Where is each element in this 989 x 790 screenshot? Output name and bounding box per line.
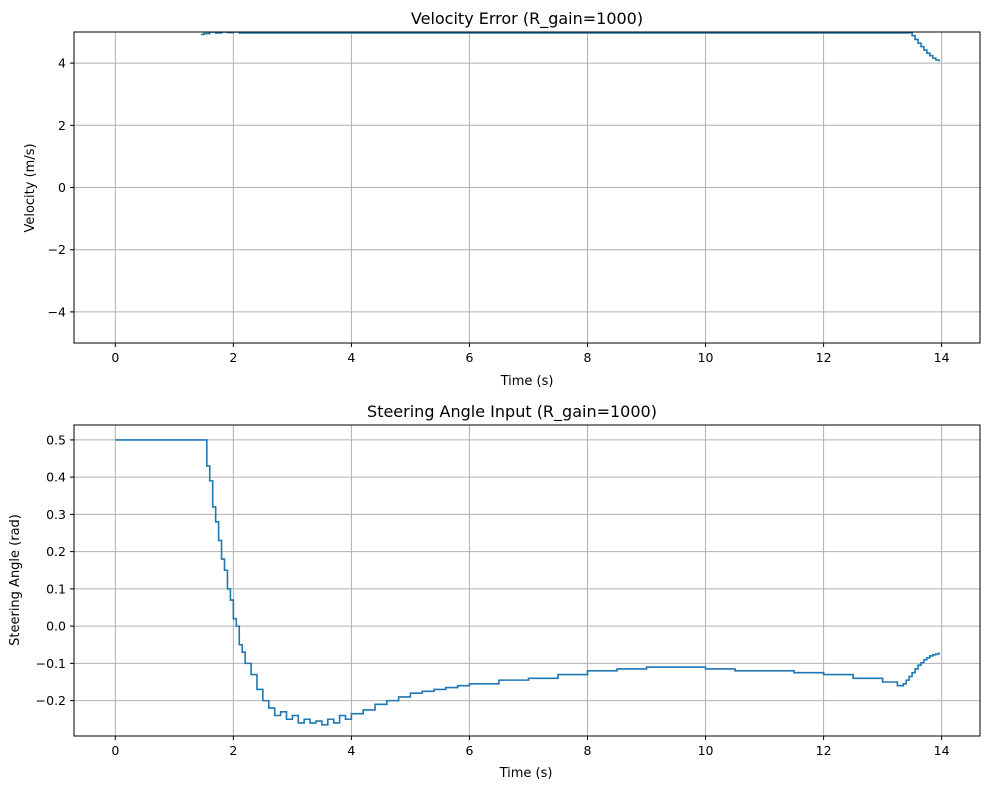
velocity-error-title: Velocity Error (R_gain=1000) <box>411 9 643 29</box>
velocity-xtick-label: 10 <box>698 350 714 365</box>
steering-ytick-label: 0.4 <box>46 470 66 485</box>
velocity-error-plot: Velocity Error (R_gain=1000) Time (s) Ve… <box>23 9 981 389</box>
steering-axes-frame <box>73 424 981 737</box>
velocity-xtick-label: 0 <box>111 350 119 365</box>
steering-ytick-label: 0.3 <box>46 507 66 522</box>
velocity-ytick-label: 0 <box>58 180 66 195</box>
steering-angle-plot: Steering Angle Input (R_gain=1000) Time … <box>8 402 981 781</box>
steering-xtick-label: 10 <box>698 743 714 758</box>
steering-xtick-label: 12 <box>816 743 832 758</box>
velocity-ytick-label: −2 <box>48 242 66 257</box>
steering-angle-title: Steering Angle Input (R_gain=1000) <box>367 402 657 422</box>
velocity-xtick-label: 4 <box>347 350 355 365</box>
steering-xtick-label: 0 <box>111 743 119 758</box>
velocity-series-line <box>200 32 940 62</box>
steering-xtick-label: 14 <box>934 743 950 758</box>
steering-ytick-label: 0.1 <box>46 581 66 596</box>
velocity-ytick-label: 2 <box>58 118 66 133</box>
velocity-xtick-label: 14 <box>934 350 950 365</box>
velocity-error-xlabel: Time (s) <box>500 374 554 389</box>
steering-ytick-label: −0.2 <box>36 693 66 708</box>
steering-xtick-label: 8 <box>584 743 592 758</box>
velocity-ytick-label: −4 <box>48 304 66 319</box>
steering-ytick-label: −0.1 <box>36 656 66 671</box>
steering-xtick-label: 4 <box>347 743 355 758</box>
steering-ytick-label: 0.2 <box>46 544 66 559</box>
velocity-xtick-label: 2 <box>229 350 237 365</box>
velocity-ytick-label: 4 <box>58 56 66 71</box>
steering-xtick-label: 2 <box>229 743 237 758</box>
steering-angle-xlabel: Time (s) <box>499 766 553 781</box>
velocity-error-ylabel: Velocity (m/s) <box>23 143 38 232</box>
steering-xtick-label: 6 <box>465 743 473 758</box>
steering-ytick-label: 0.0 <box>46 619 66 634</box>
velocity-xtick-label: 12 <box>816 350 832 365</box>
steering-angle-ylabel: Steering Angle (rad) <box>8 514 23 646</box>
steering-ytick-label: 0.5 <box>46 432 66 447</box>
steering-series-line <box>115 439 940 726</box>
velocity-xtick-label: 8 <box>584 350 592 365</box>
velocity-xtick-label: 6 <box>465 350 473 365</box>
